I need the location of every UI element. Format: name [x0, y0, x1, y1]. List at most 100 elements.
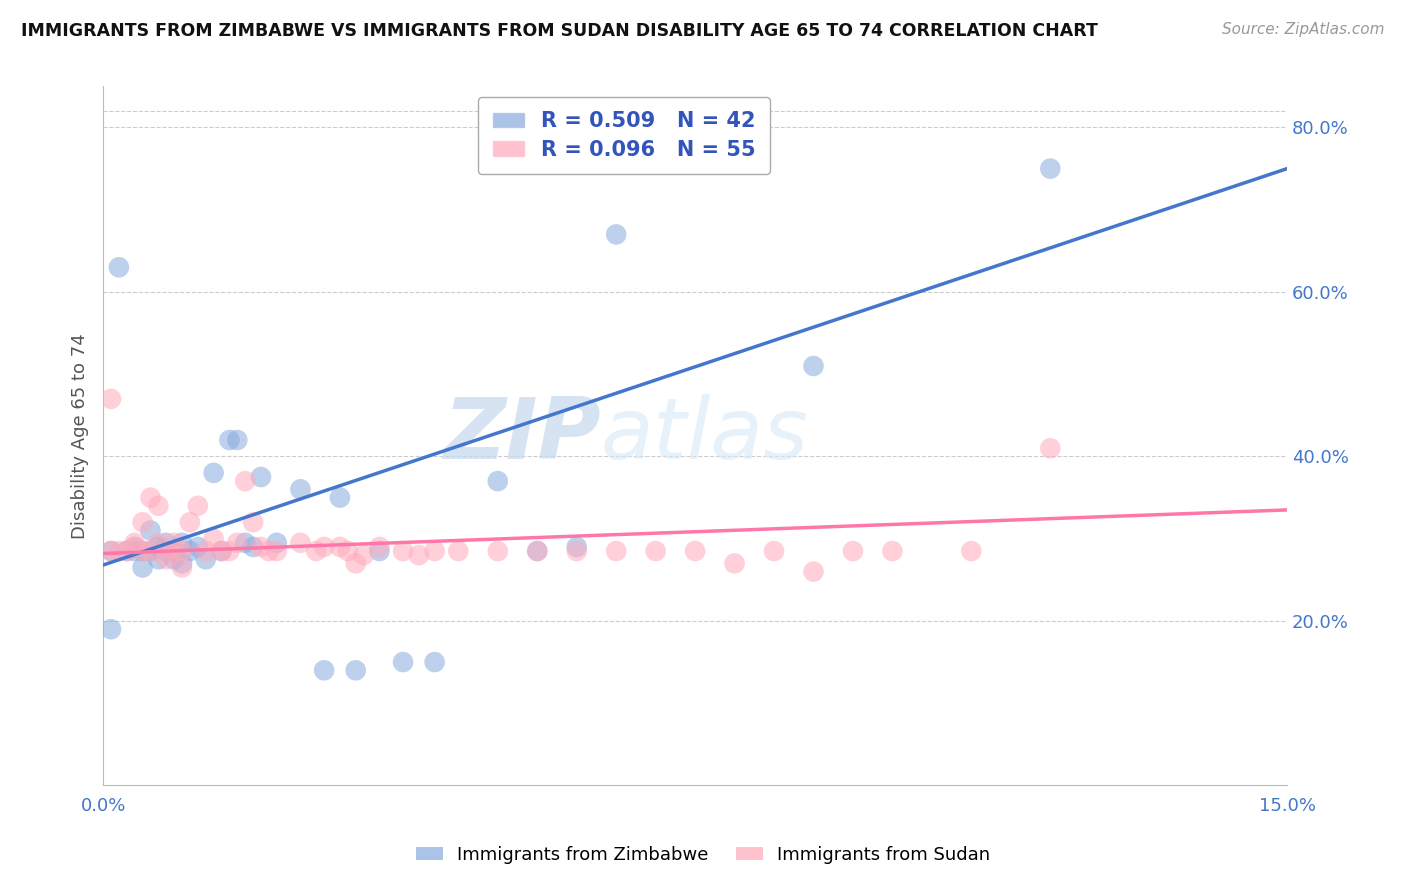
Point [290, 483, 312, 497]
Point [139, 544, 162, 558]
Point [960, 544, 983, 558]
Point [179, 515, 201, 529]
Point [266, 536, 288, 550]
Point [803, 565, 825, 579]
Point [148, 552, 170, 566]
Point [139, 491, 162, 505]
Point [336, 544, 359, 558]
Y-axis label: Disability Age 65 to 74: Disability Age 65 to 74 [72, 333, 89, 539]
Point [139, 524, 162, 538]
Point [250, 470, 273, 484]
Point [202, 532, 225, 546]
Point [250, 540, 273, 554]
Point [163, 536, 186, 550]
Point [100, 544, 122, 558]
Point [353, 548, 375, 562]
Text: atlas: atlas [600, 394, 808, 477]
Point [155, 552, 177, 566]
Point [211, 544, 233, 558]
Point [408, 548, 430, 562]
Point [211, 544, 233, 558]
Point [124, 540, 146, 554]
Point [683, 544, 706, 558]
Point [257, 544, 280, 558]
Point [194, 552, 217, 566]
Point [131, 544, 153, 558]
Point [1039, 442, 1062, 456]
Point [344, 557, 367, 571]
Point [526, 544, 548, 558]
Point [233, 536, 256, 550]
Point [368, 540, 391, 554]
Point [486, 474, 509, 488]
Point [486, 544, 509, 558]
Legend: Immigrants from Zimbabwe, Immigrants from Sudan: Immigrants from Zimbabwe, Immigrants fro… [401, 831, 1005, 879]
Text: Source: ZipAtlas.com: Source: ZipAtlas.com [1222, 22, 1385, 37]
Point [179, 544, 201, 558]
Point [108, 544, 131, 558]
Point [148, 536, 170, 550]
Point [329, 491, 352, 505]
Point [423, 655, 446, 669]
Legend: R = 0.509   N = 42, R = 0.096   N = 55: R = 0.509 N = 42, R = 0.096 N = 55 [478, 96, 770, 174]
Point [803, 359, 825, 373]
Point [163, 544, 186, 558]
Point [148, 499, 170, 513]
Text: IMMIGRANTS FROM ZIMBABWE VS IMMIGRANTS FROM SUDAN DISABILITY AGE 65 TO 74 CORREL: IMMIGRANTS FROM ZIMBABWE VS IMMIGRANTS F… [21, 22, 1098, 40]
Point [155, 544, 177, 558]
Point [155, 536, 177, 550]
Point [100, 392, 122, 406]
Point [115, 544, 138, 558]
Point [163, 544, 186, 558]
Point [202, 466, 225, 480]
Point [842, 544, 865, 558]
Point [187, 499, 209, 513]
Point [187, 540, 209, 554]
Point [368, 544, 391, 558]
Point [242, 540, 264, 554]
Point [100, 622, 122, 636]
Point [565, 544, 588, 558]
Point [170, 544, 193, 558]
Point [148, 540, 170, 554]
Point [124, 544, 146, 558]
Point [115, 544, 138, 558]
Point [392, 544, 415, 558]
Point [242, 515, 264, 529]
Point [314, 663, 336, 677]
Point [392, 655, 415, 669]
Point [526, 544, 548, 558]
Text: ZIP: ZIP [443, 394, 600, 477]
Point [131, 560, 153, 574]
Point [233, 474, 256, 488]
Point [226, 433, 249, 447]
Point [170, 557, 193, 571]
Point [314, 540, 336, 554]
Point [605, 227, 627, 242]
Point [344, 663, 367, 677]
Point [124, 540, 146, 554]
Point [194, 544, 217, 558]
Point [131, 515, 153, 529]
Point [155, 544, 177, 558]
Point [329, 540, 352, 554]
Point [723, 557, 745, 571]
Point [163, 552, 186, 566]
Point [882, 544, 904, 558]
Point [170, 536, 193, 550]
Point [423, 544, 446, 558]
Point [226, 536, 249, 550]
Point [131, 544, 153, 558]
Point [139, 544, 162, 558]
Point [565, 540, 588, 554]
Point [1039, 161, 1062, 176]
Point [218, 433, 240, 447]
Point [644, 544, 666, 558]
Point [266, 544, 288, 558]
Point [170, 560, 193, 574]
Point [108, 260, 131, 275]
Point [605, 544, 627, 558]
Point [290, 536, 312, 550]
Point [218, 544, 240, 558]
Point [763, 544, 786, 558]
